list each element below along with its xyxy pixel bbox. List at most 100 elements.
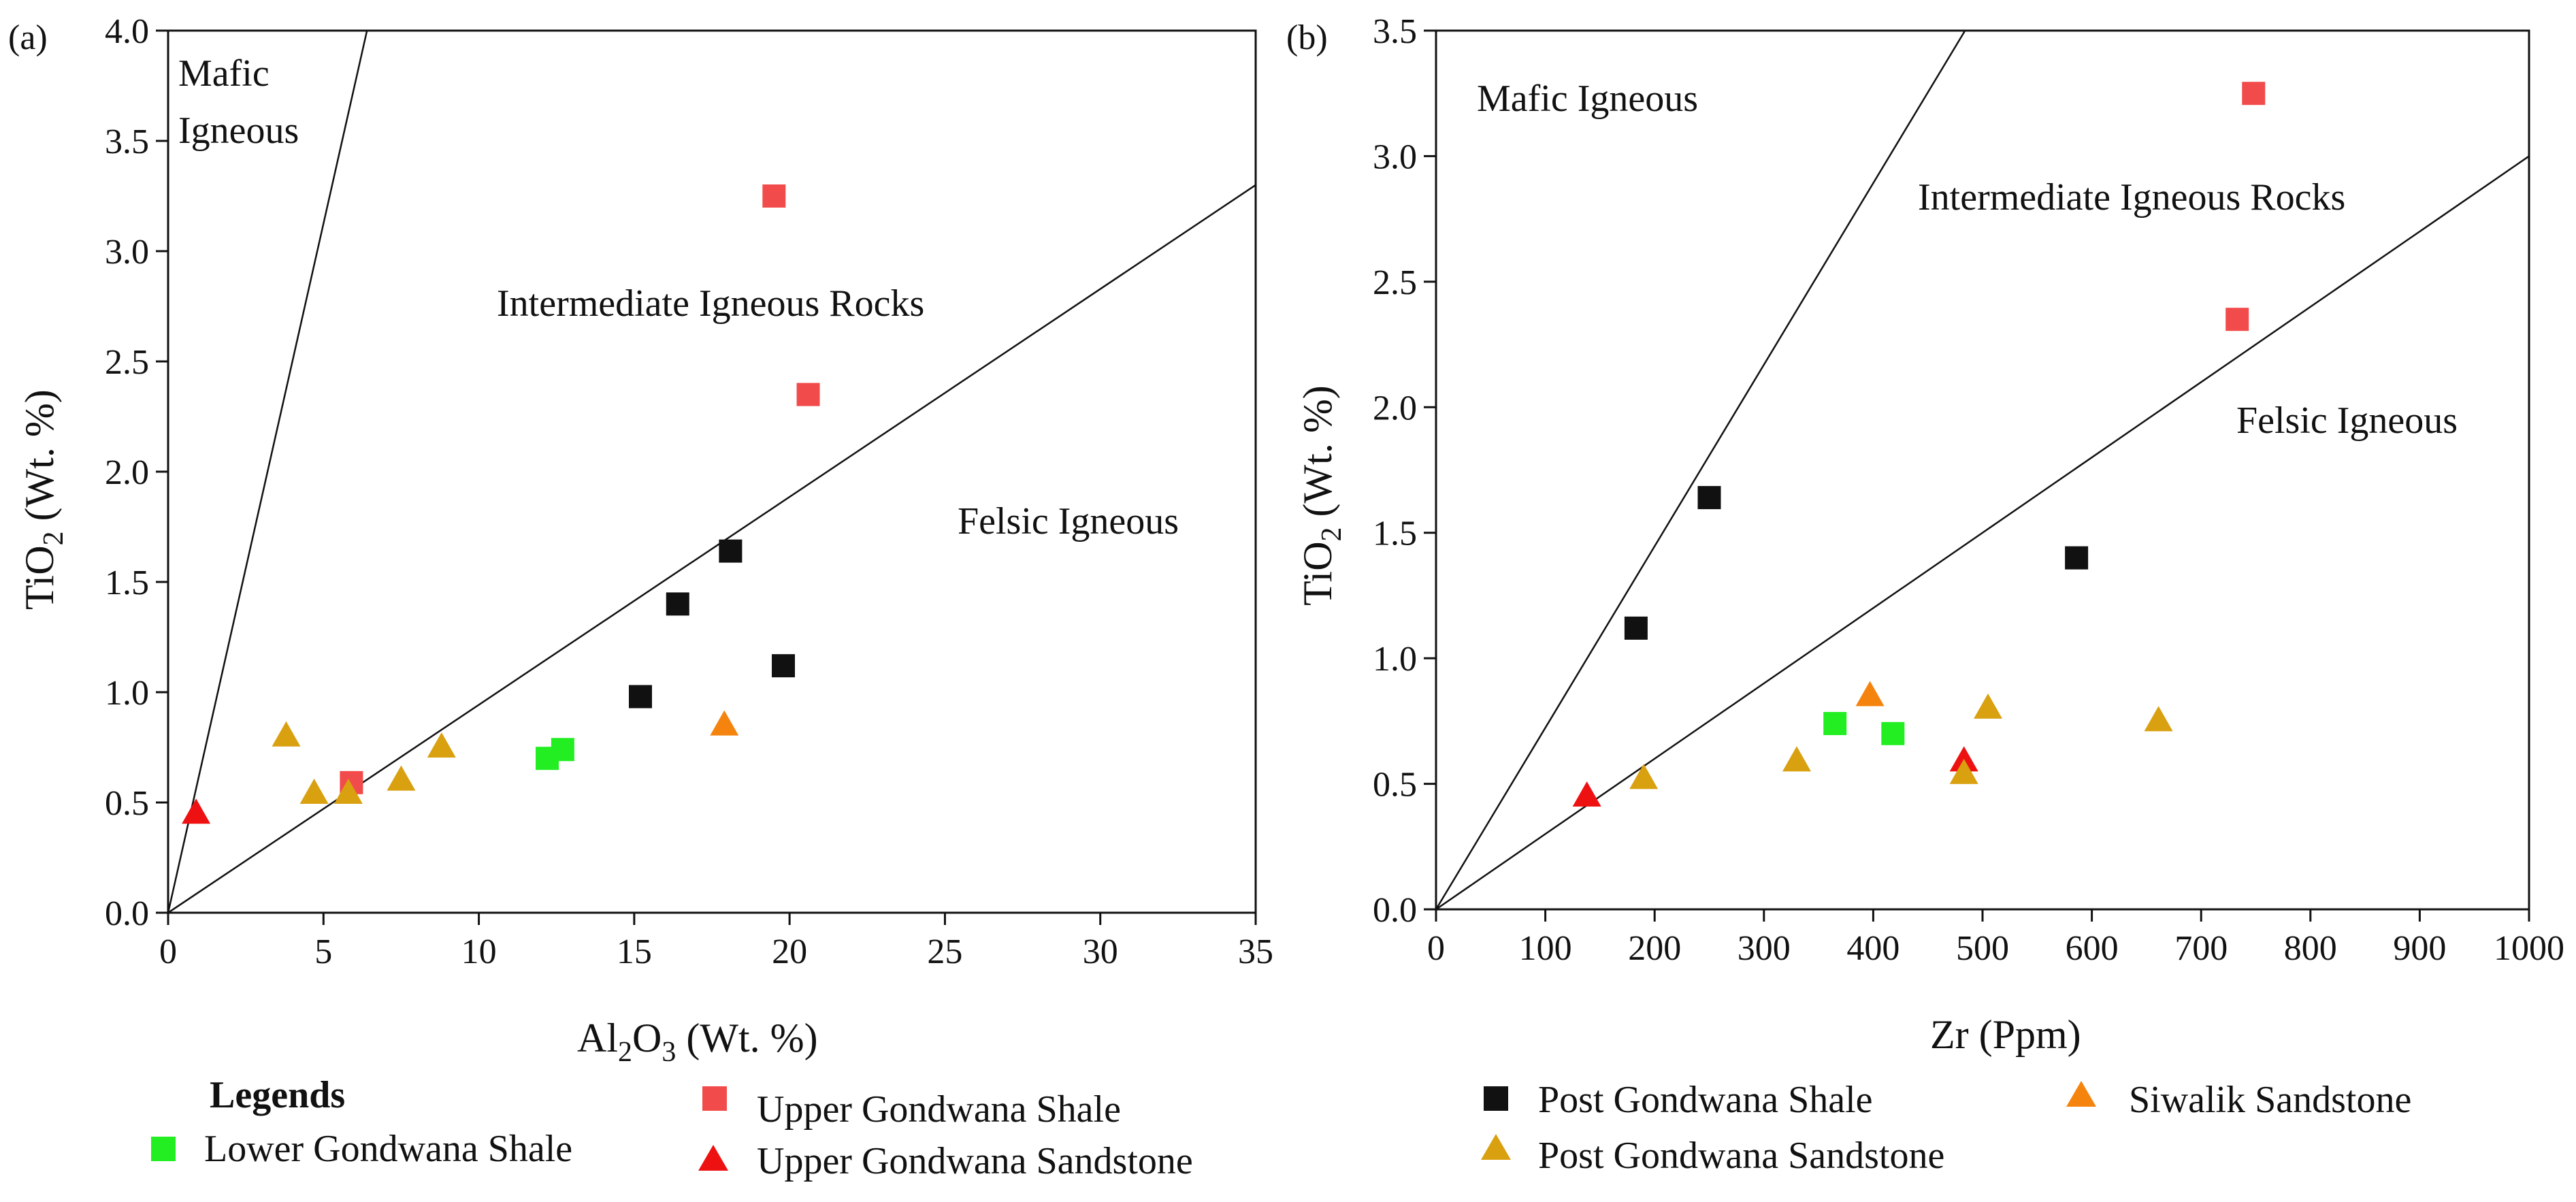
panel-b-x-tick-label: 200: [1628, 929, 1681, 968]
panel-a-x-tick-label: 35: [1238, 932, 1273, 971]
panel-a-point-ugsh: [796, 383, 820, 406]
panel-b-y-tick-label: 1.5: [1373, 515, 1417, 553]
panel-b-x-tick-label: 500: [1956, 929, 2009, 968]
panel-a-x-ticks: 0 5 10 15 20 25 30 35: [159, 913, 1273, 971]
panel-a-y-ticks: 0.0 0.5 1.0 1.5 2.0 2.5 3.0 3.5 4.0: [105, 12, 168, 933]
panel-a-point-pgsh: [628, 685, 652, 709]
panel-b-x-tick-label: 1000: [2494, 929, 2564, 968]
panel-b-region-felsic: Felsic Igneous: [2236, 400, 2458, 442]
panel-a-y-title: TiO2 (Wt. %): [17, 389, 69, 610]
legend-label-upper-gondwana-shale: Upper Gondwana Shale: [757, 1088, 1121, 1131]
panel-a-line-mafic-intermediate: [167, 30, 368, 913]
panel-a-x-tick-label: 5: [314, 932, 332, 971]
panel-b-y-tick-label: 1.0: [1373, 640, 1417, 679]
panel-b-region-mafic: Mafic Igneous: [1477, 78, 1698, 120]
panel-a-region-intermediate: Intermediate Igneous Rocks: [497, 282, 924, 325]
legend-item-post-gondwana-shale: Post Gondwana Shale: [1484, 1079, 1873, 1121]
panel-a-y-tick-label: 0.5: [105, 784, 149, 823]
panel-b-y-ticks: 0.0 0.5 1.0 1.5 2.0 2.5 3.0 3.5: [1373, 12, 1436, 930]
panel-b-point-lgs: [1881, 721, 1905, 745]
panel-a-region-felsic: Felsic Igneous: [958, 500, 1179, 542]
legend-marker-lower-gondwana-shale: [151, 1137, 176, 1161]
panel-a-region-mafic-line2: Igneous: [178, 110, 299, 152]
legend-item-post-gondwana-sandstone: Post Gondwana Sandstone: [1481, 1134, 1944, 1177]
panel-a-point-pgsh: [719, 539, 743, 563]
panel-a: (a) 0 5 10 15 20 25 30 35 0.0 0.5 1.0 1.5 2.0 2.5 3.0…: [8, 12, 1273, 1068]
panel-b-boundaries: [1435, 30, 2530, 911]
panel-a-y-tick-label: 3.0: [105, 233, 149, 272]
panel-b-points: [1572, 82, 2266, 807]
legend-marker-upper-gondwana-shale: [702, 1086, 727, 1111]
panel-b-point-pgss: [1629, 764, 1659, 790]
legend-marker-upper-gondwana-sandstone: [698, 1145, 728, 1171]
panel-a-y-tick-label: 2.0: [105, 453, 149, 492]
panel-a-y-tick-label: 0.0: [105, 894, 149, 933]
panel-a-y-tick-label: 1.5: [105, 564, 149, 602]
panel-a-point-pgss: [299, 779, 329, 805]
legend-label-post-gondwana-shale: Post Gondwana Shale: [1538, 1079, 1873, 1121]
panel-b-y-tick-label: 2.0: [1373, 389, 1417, 427]
panel-b-point-pgss: [2144, 706, 2173, 732]
panel-b-y-tick-label: 2.5: [1373, 263, 1417, 302]
panel-b-point-pgss: [1782, 746, 1811, 772]
panel-b-x-tick-label: 100: [1519, 929, 1572, 968]
panel-a-points: [182, 184, 820, 824]
panel-a-point-sws: [710, 710, 739, 736]
panel-b-x-tick-label: 900: [2393, 929, 2446, 968]
panel-a-point-pgss: [333, 779, 363, 805]
legend-heading: Legends: [210, 1074, 345, 1116]
legend-item-upper-gondwana-shale: Upper Gondwana Shale: [702, 1086, 1121, 1131]
legend-marker-post-gondwana-shale: [1484, 1086, 1508, 1111]
panel-b-point-pgss: [1974, 693, 2003, 719]
panel-a-point-pgsh: [666, 592, 689, 616]
legend-marker-post-gondwana-sandstone: [1481, 1134, 1511, 1160]
legend-item-siwalik-sandstone: Siwalik Sandstone: [2066, 1079, 2411, 1121]
panel-b-point-sws: [1855, 681, 1885, 706]
panel-a-point-pgss: [427, 732, 456, 758]
panel-b-point-lgs: [1823, 712, 1847, 736]
panel-a-x-title: Al2O3 (Wt. %): [577, 1016, 818, 1068]
legend-marker-siwalik-sandstone: [2066, 1081, 2096, 1107]
panel-a-frame: [167, 29, 1257, 914]
panel-a-y-tick-label: 3.5: [105, 123, 149, 161]
panel-b: (b) 0 100 200 300 400 500 600 700 800 900 1000 0.0…: [1286, 12, 2564, 1057]
panel-a-label: (a): [8, 18, 48, 57]
panel-b-point-ugss: [1572, 781, 1601, 807]
panel-a-boundaries: [167, 30, 1256, 914]
panel-a-x-tick-label: 30: [1083, 932, 1118, 971]
legend-item-upper-gondwana-sandstone: Upper Gondwana Sandstone: [698, 1140, 1193, 1182]
panel-a-point-ugsh: [762, 184, 786, 208]
panel-a-region-mafic-line1: Mafic: [178, 52, 270, 95]
panel-b-point-ugsh: [2226, 308, 2249, 331]
panel-b-x-tick-label: 800: [2284, 929, 2337, 968]
panel-b-y-tick-label: 0.0: [1373, 891, 1417, 930]
panel-b-x-tick-label: 0: [1427, 929, 1445, 968]
panel-b-y-tick-label: 0.5: [1373, 766, 1417, 805]
legend-label-siwalik-sandstone: Siwalik Sandstone: [2129, 1079, 2411, 1121]
panel-b-y-tick-label: 3.5: [1373, 12, 1417, 51]
legend-label-lower-gondwana-shale: Lower Gondwana Shale: [204, 1128, 572, 1170]
panel-b-x-tick-label: 600: [2066, 929, 2119, 968]
panel-b-x-ticks: 0 100 200 300 400 500 600 700 800 900 1000: [1427, 909, 2564, 968]
panel-a-y-tick-label: 2.5: [105, 343, 149, 382]
panel-b-point-pgsh: [1624, 616, 1648, 640]
panel-a-point-pgss: [272, 721, 301, 747]
panel-a-point-ugss: [182, 798, 211, 824]
panel-a-x-tick-label: 10: [461, 932, 497, 971]
panel-a-y-tick-label: 4.0: [105, 12, 149, 51]
panel-a-x-tick-label: 20: [772, 932, 807, 971]
panel-b-frame: [1435, 29, 2530, 911]
panel-b-x-tick-label: 700: [2174, 929, 2228, 968]
panel-a-point-lgs: [551, 738, 574, 762]
panel-b-x-tick-label: 300: [1738, 929, 1791, 968]
legend: Legends Lower Gondwana Shale Upper Gondw…: [151, 1074, 2411, 1182]
panel-b-x-title: Zr (Ppm): [1930, 1012, 2081, 1057]
panel-a-y-tick-label: 1.0: [105, 674, 149, 713]
legend-label-post-gondwana-sandstone: Post Gondwana Sandstone: [1538, 1135, 1944, 1177]
legend-label-upper-gondwana-sandstone: Upper Gondwana Sandstone: [757, 1140, 1193, 1182]
panel-b-y-title: TiO2 (Wt. %): [1295, 385, 1348, 606]
panel-b-line-mafic-intermediate: [1435, 30, 1966, 910]
legend-item-lower-gondwana-shale: Lower Gondwana Shale: [151, 1128, 572, 1170]
panel-b-x-tick-label: 400: [1846, 929, 1900, 968]
